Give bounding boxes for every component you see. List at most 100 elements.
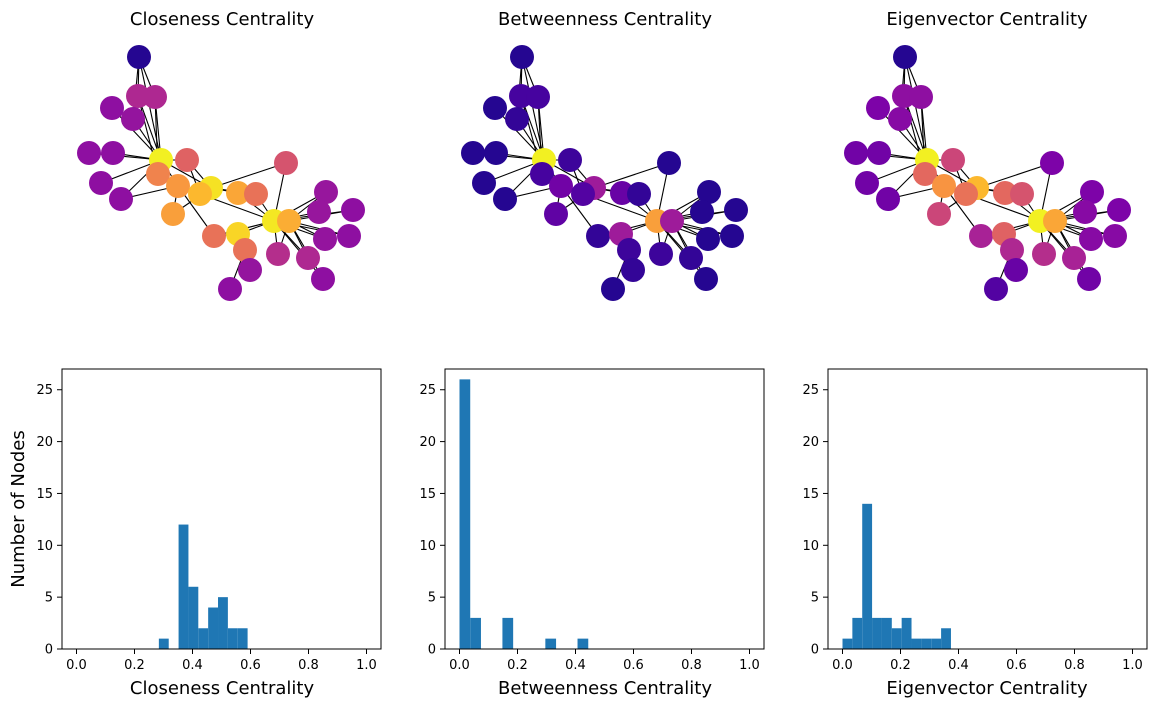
histogram-bar — [459, 379, 471, 649]
network-node — [175, 148, 199, 172]
network-node — [202, 224, 226, 248]
network-node — [244, 182, 268, 206]
network-node — [188, 182, 212, 206]
histogram-bar — [911, 638, 922, 649]
x-tick-label: 0.4 — [182, 658, 203, 673]
network-node — [649, 242, 673, 266]
network-node — [571, 182, 595, 206]
histogram-bar — [862, 503, 873, 649]
y-tick-label: 20 — [419, 435, 436, 450]
y-tick-label: 0 — [811, 643, 819, 658]
x-tick-label: 0.8 — [681, 658, 702, 673]
network-node — [621, 258, 645, 282]
network-node — [867, 141, 891, 165]
histogram-bar — [208, 607, 219, 649]
histogram-bar — [931, 638, 942, 649]
network-node — [483, 96, 507, 120]
network-node — [296, 246, 320, 270]
x-tick-label: 0.0 — [66, 658, 87, 673]
histogram-bar — [921, 638, 932, 649]
network-node — [505, 107, 529, 131]
network-node — [472, 171, 496, 195]
network-node — [892, 84, 916, 108]
network-node — [121, 107, 145, 131]
network-node — [720, 224, 744, 248]
network-node — [1004, 258, 1028, 282]
x-tick-label: 0.8 — [298, 658, 319, 673]
network-node — [307, 200, 331, 224]
x-tick-label: 0.6 — [623, 658, 644, 673]
y-tick-label: 20 — [36, 435, 53, 450]
y-tick-label: 25 — [419, 383, 436, 398]
y-tick-label: 15 — [419, 487, 436, 502]
betweenness-histogram: 0.0 0.2 0.4 0.6 0.8 1.0 0 5 10 15 20 25 — [419, 368, 765, 673]
network-node — [696, 227, 720, 251]
histogram-bar — [941, 628, 951, 649]
network-node — [893, 45, 917, 69]
closeness-hist-xlabel: Closeness Centrality — [130, 678, 315, 699]
closeness-graph-title: Closeness Centrality — [130, 9, 315, 30]
network-node — [932, 174, 956, 198]
network-node — [1073, 200, 1097, 224]
network-node — [549, 174, 573, 198]
network-node — [1032, 242, 1056, 266]
network-node — [109, 187, 133, 211]
network-node — [274, 151, 298, 175]
y-tick-label: 10 — [419, 539, 436, 554]
x-tick-label: 0.8 — [1064, 658, 1085, 673]
network-node — [277, 209, 301, 233]
histogram-bar — [545, 638, 557, 649]
network-node — [1062, 246, 1086, 270]
x-tick-label: 1.0 — [1122, 658, 1143, 673]
network-node — [461, 141, 485, 165]
histogram-bar — [158, 638, 169, 649]
histogram-bar — [842, 638, 853, 649]
y-tick-label: 0 — [428, 643, 436, 658]
closeness-histogram: 0.0 0.2 0.4 0.6 0.8 1.0 0 5 10 15 20 25 — [36, 368, 382, 673]
network-node — [510, 45, 534, 69]
network-node — [530, 162, 554, 186]
histogram-bar — [237, 628, 248, 649]
network-node — [143, 85, 167, 109]
network-node — [146, 162, 170, 186]
histogram-bar — [502, 617, 514, 649]
histogram-bar — [178, 524, 189, 649]
x-tick-label: 1.0 — [356, 658, 377, 673]
histogram-bar — [872, 617, 882, 649]
eigenvector-network — [844, 45, 1131, 301]
network-node — [509, 84, 533, 108]
histogram-bar — [852, 617, 863, 649]
network-node — [866, 96, 890, 120]
network-node — [694, 267, 718, 291]
x-tick-label: 0.0 — [449, 658, 470, 673]
network-edge — [88, 152, 162, 161]
network-node — [617, 238, 641, 262]
network-node — [127, 45, 151, 69]
closeness-network — [77, 45, 365, 301]
histogram-bar — [218, 597, 228, 649]
network-node — [1043, 209, 1067, 233]
network-node — [844, 141, 868, 165]
network-node — [1103, 224, 1127, 248]
network-node — [941, 148, 965, 172]
network-node — [586, 224, 610, 248]
network-node — [238, 258, 262, 282]
x-tick-label: 0.4 — [565, 658, 586, 673]
betweenness-network — [461, 45, 748, 301]
network-node — [993, 181, 1017, 205]
network-node — [77, 141, 101, 165]
network-node — [484, 141, 508, 165]
network-node — [544, 202, 568, 226]
network-node — [909, 85, 933, 109]
network-panels — [77, 45, 1131, 301]
network-node — [954, 182, 978, 206]
network-node — [1040, 151, 1064, 175]
x-tick-label: 0.0 — [832, 658, 853, 673]
betweenness-hist-xlabel: Betweenness Centrality — [498, 678, 712, 699]
network-node — [218, 277, 242, 301]
histogram-ylabel: Number of Nodes — [8, 430, 29, 587]
network-node — [690, 200, 714, 224]
network-node — [493, 187, 517, 211]
network-node — [1107, 198, 1131, 222]
histogram-panels: 0.0 0.2 0.4 0.6 0.8 1.0 0 5 10 15 20 25 0.0 0.2 0.4 0.6… — [36, 368, 1148, 673]
